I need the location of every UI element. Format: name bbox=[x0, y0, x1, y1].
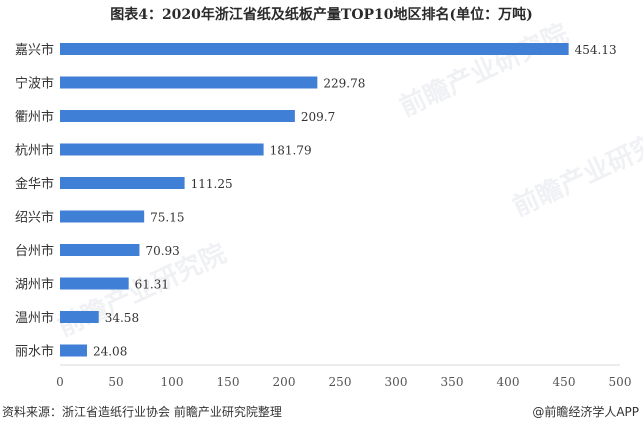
data-label: 75.15 bbox=[150, 211, 184, 225]
data-label: 24.08 bbox=[93, 345, 127, 359]
bar bbox=[60, 177, 185, 189]
x-tick-label: 200 bbox=[273, 375, 296, 389]
category-label: 温州市 bbox=[15, 310, 54, 326]
bar bbox=[60, 110, 295, 122]
x-tick-label: 300 bbox=[385, 375, 408, 389]
source-note: 资料来源：浙江省造纸行业协会 前瞻产业研究院整理 bbox=[2, 405, 282, 419]
x-axis: 0 50 100 150 200 250 300 350 400 450 500 bbox=[56, 364, 632, 389]
data-label: 209.7 bbox=[301, 110, 335, 124]
category-label: 绍兴市 bbox=[15, 210, 54, 226]
category-label: 台州市 bbox=[15, 243, 54, 259]
category-label: 金华市 bbox=[15, 176, 54, 192]
data-label: 34.58 bbox=[105, 311, 139, 325]
x-tick-label: 100 bbox=[161, 375, 184, 389]
bar bbox=[60, 311, 99, 323]
bar bbox=[60, 76, 318, 89]
category-label: 丽水市 bbox=[15, 344, 54, 360]
category-label: 衢州市 bbox=[15, 109, 54, 125]
data-label: 70.93 bbox=[145, 244, 179, 258]
x-tick-label: 150 bbox=[217, 375, 240, 389]
data-label: 61.31 bbox=[135, 278, 169, 292]
chart-title: 图表4：2020年浙江省纸及纸板产量TOP10地区排名(单位：万吨) bbox=[110, 7, 533, 23]
credit-note: @前瞻经济学人APP bbox=[532, 405, 639, 419]
data-label: 111.25 bbox=[191, 177, 233, 191]
bars-layer: 嘉兴市 454.13 宁波市 229.78 衢州市 209.7 杭州市 181.79 金华市 11… bbox=[15, 42, 617, 360]
data-label: 181.79 bbox=[270, 144, 312, 158]
x-tick-label: 500 bbox=[609, 375, 632, 389]
x-tick-label: 250 bbox=[329, 375, 352, 389]
bar bbox=[60, 43, 569, 55]
bar bbox=[60, 277, 129, 290]
x-tick-label: 450 bbox=[553, 375, 576, 389]
bar bbox=[60, 210, 145, 223]
x-tick-label: 400 bbox=[497, 375, 520, 389]
category-label: 湖州市 bbox=[15, 277, 54, 293]
bar bbox=[60, 143, 264, 156]
category-label: 嘉兴市 bbox=[15, 42, 54, 58]
data-label: 229.78 bbox=[323, 77, 365, 91]
category-label: 杭州市 bbox=[15, 143, 54, 159]
bar bbox=[60, 244, 140, 256]
bar bbox=[60, 344, 87, 357]
x-tick-label: 0 bbox=[56, 375, 64, 389]
x-tick-label: 350 bbox=[441, 375, 464, 389]
category-label: 宁波市 bbox=[15, 76, 54, 92]
data-label: 454.13 bbox=[575, 43, 617, 57]
x-tick-label: 50 bbox=[108, 375, 123, 389]
